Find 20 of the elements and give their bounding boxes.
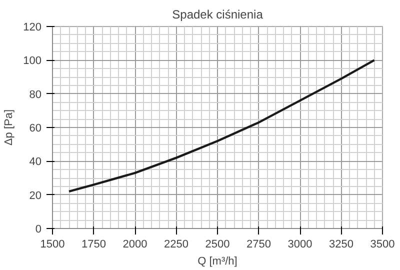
x-axis-title: Q [m³/h] — [198, 256, 238, 268]
x-tick-label: 2250 — [164, 238, 188, 250]
x-tick-label: 3000 — [288, 238, 312, 250]
y-axis-title: Δp [Pa] — [3, 109, 16, 146]
y-tick-label: 60 — [29, 122, 42, 134]
x-tick-label: 2750 — [246, 238, 271, 250]
x-tick-label: 3250 — [329, 238, 354, 250]
x-tick-label: 1750 — [82, 238, 106, 250]
line-series — [68, 59, 376, 193]
x-tick-label: 2000 — [122, 238, 148, 250]
y-tick-label: 20 — [29, 190, 42, 202]
y-tick-label: 80 — [29, 88, 42, 101]
chart-title: Spadek ciśnienia — [172, 8, 264, 22]
y-tick-label: 40 — [29, 156, 42, 168]
y-tick-label: 0 — [35, 224, 42, 236]
y-tick-label: 120 — [23, 22, 42, 34]
x-tick-label: 1500 — [40, 238, 65, 250]
y-tick-label: 100 — [23, 55, 42, 68]
x-tick-label: 3500 — [370, 238, 395, 250]
x-tick-label: 2500 — [205, 238, 230, 250]
